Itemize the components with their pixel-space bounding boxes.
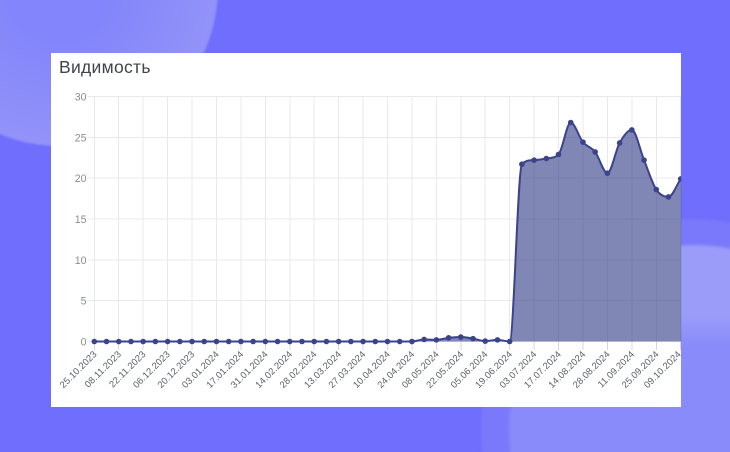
svg-text:25: 25 — [75, 132, 87, 144]
svg-text:0: 0 — [81, 337, 87, 349]
svg-text:10: 10 — [75, 255, 87, 267]
svg-text:5: 5 — [81, 296, 87, 308]
svg-text:20: 20 — [75, 173, 87, 185]
svg-text:15: 15 — [75, 214, 87, 226]
svg-text:30: 30 — [75, 91, 87, 103]
